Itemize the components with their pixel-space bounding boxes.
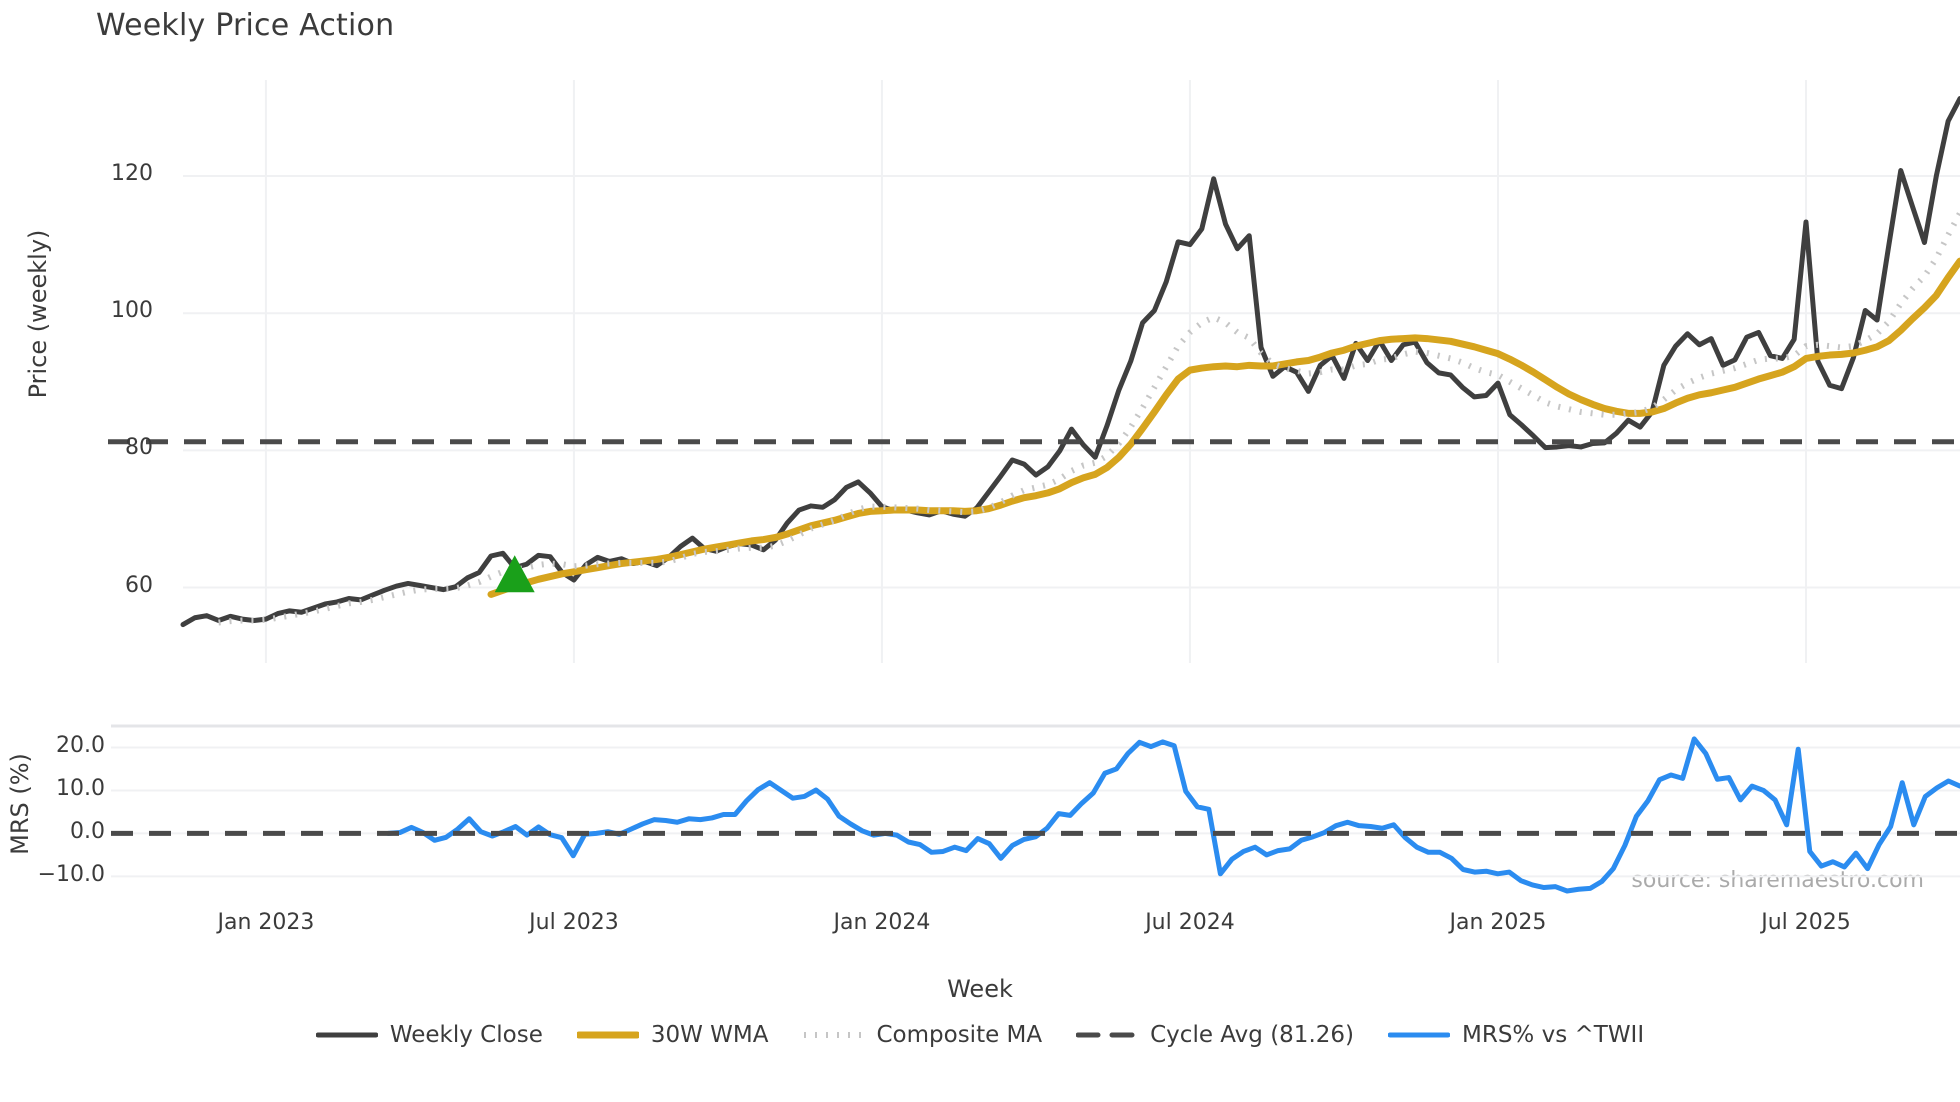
legend-item[interactable]: Cycle Avg (81.26) xyxy=(1076,1022,1354,1048)
plot-canvas xyxy=(108,80,1960,894)
series-30w-wma xyxy=(487,257,1960,598)
x-axis-label: Week xyxy=(947,975,1013,1003)
legend-label: MRS% vs ^TWII xyxy=(1462,1022,1645,1048)
legend-swatch-solid xyxy=(315,1032,378,1038)
x-tick-label: Jul 2025 xyxy=(1761,910,1851,935)
series-weekly-close xyxy=(180,96,1960,628)
series-composite-ma xyxy=(218,211,1960,626)
price-y-tick-label: 80 xyxy=(125,435,153,461)
legend-item[interactable]: Weekly Close xyxy=(315,1022,543,1048)
legend-swatch-dotted xyxy=(804,1032,863,1038)
legend-label: Composite MA xyxy=(876,1022,1043,1048)
series-mrs-pct xyxy=(385,736,1960,894)
legend-label: Cycle Avg (81.26) xyxy=(1150,1022,1354,1048)
legend-label: 30W WMA xyxy=(650,1022,769,1048)
price-y-tick-label: 100 xyxy=(111,298,153,324)
legend-swatch-solid xyxy=(1388,1032,1450,1038)
chart-title: Weekly Price Action xyxy=(96,8,395,43)
x-tick-label: Jul 2023 xyxy=(529,910,619,935)
x-tick-label: Jan 2025 xyxy=(1449,910,1547,935)
x-tick-label: Jan 2024 xyxy=(833,910,931,935)
legend-item[interactable]: 30W WMA xyxy=(576,1022,769,1048)
legend-swatch-solid xyxy=(576,1031,639,1039)
mrs-y-tick-label: 10.0 xyxy=(56,776,105,802)
price-y-tick-label: 60 xyxy=(125,572,153,598)
mrs-y-tick-label: 20.0 xyxy=(56,733,105,759)
legend-item[interactable]: Composite MA xyxy=(802,1022,1042,1048)
buy-signal-marker xyxy=(494,555,535,593)
legend-item[interactable]: MRS% vs ^TWII xyxy=(1388,1022,1644,1048)
x-tick-label: Jul 2024 xyxy=(1145,910,1235,935)
legend-label: Weekly Close xyxy=(389,1022,543,1048)
mrs-y-tick-label: 0.0 xyxy=(70,819,105,845)
x-tick-label: Jan 2023 xyxy=(217,910,315,935)
source-note: source: sharemaestro.com xyxy=(1631,868,1924,893)
chart-legend: Weekly Close 30W WMA Composite MA Cycle Avg… xyxy=(0,1022,1960,1048)
legend-swatch-dashed xyxy=(1076,1032,1139,1038)
price-y-tick-label: 120 xyxy=(111,161,153,187)
mrs-y-tick-label: −10.0 xyxy=(37,862,105,888)
